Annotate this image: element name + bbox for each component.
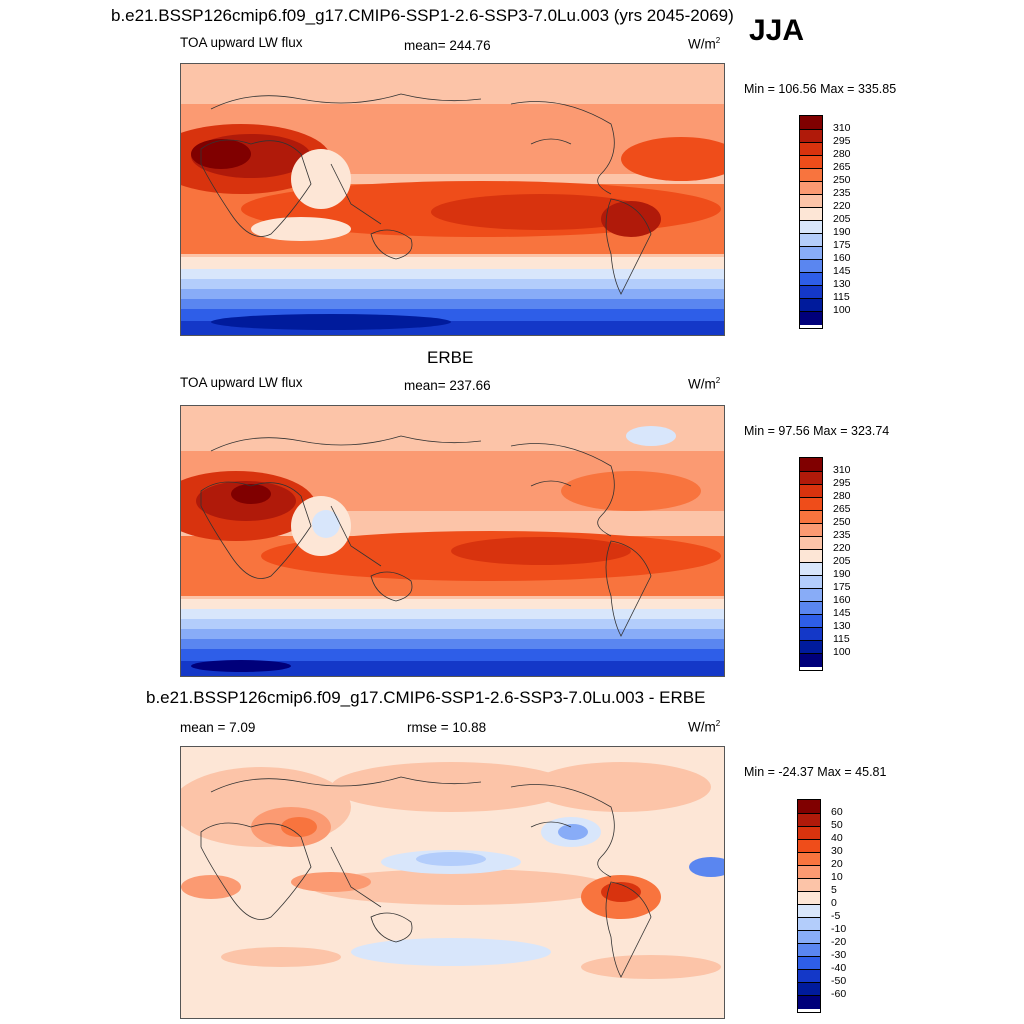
colorbar-tick: 235	[833, 187, 851, 199]
panel3-heading: b.e21.BSSP126cmip6.f09_g17.CMIP6-SSP1-2.…	[146, 688, 706, 707]
panel1-units: W/m2	[688, 36, 721, 52]
figure-title: b.e21.BSSP126cmip6.f09_g17.CMIP6-SSP1-2.…	[111, 6, 734, 25]
colorbar-tick: -50	[831, 975, 847, 987]
colorbar-tick: 295	[833, 477, 851, 489]
colorbar-tick: 115	[833, 291, 850, 303]
colorbar-tick: -60	[831, 988, 847, 1000]
colorbar-tick: 145	[833, 607, 851, 619]
panel2-map	[180, 405, 725, 677]
panel2-units: W/m2	[688, 376, 721, 392]
colorbar-tick: 145	[833, 265, 851, 277]
panel3-map-field	[181, 747, 724, 1018]
colorbar-tick: -30	[831, 949, 847, 961]
colorbar-tick: 10	[831, 871, 843, 883]
colorbar-tick: 310	[833, 464, 851, 476]
colorbar-tick: -5	[831, 910, 841, 922]
panel3-minmax: Min = -24.37 Max = 45.81	[744, 765, 887, 779]
colorbar-tick: 40	[831, 832, 843, 844]
colorbar-tick: 160	[833, 252, 851, 264]
colorbar-tick: 220	[833, 200, 851, 212]
panel3-units: W/m2	[688, 719, 721, 735]
colorbar-tick: 295	[833, 135, 851, 147]
panel2-map-field	[181, 406, 724, 676]
colorbar-tick: 115	[833, 633, 850, 645]
colorbar-tick: 205	[833, 213, 851, 225]
colorbar-tick: 130	[833, 278, 851, 290]
panel1-mean-label: mean= 244.76	[404, 38, 491, 53]
colorbar-tick: 175	[833, 239, 851, 251]
colorbar-tick: 100	[833, 304, 851, 316]
colorbar-tick: 265	[833, 161, 851, 173]
panel2-mean-label: mean= 237.66	[404, 378, 491, 393]
panel1-map-field	[181, 64, 724, 335]
colorbar-tick: 205	[833, 555, 851, 567]
colorbar-tick: 280	[833, 490, 851, 502]
colorbar-tick: 190	[833, 226, 851, 238]
panel2-variable-label: TOA upward LW flux	[180, 375, 303, 390]
colorbar-tick: 250	[833, 174, 851, 186]
panel1-map	[180, 63, 725, 336]
colorbar-tick: 160	[833, 594, 851, 606]
panel3-colorbar	[797, 799, 821, 1013]
colorbar-tick: 280	[833, 148, 851, 160]
colorbar-tick: 100	[833, 646, 851, 658]
colorbar-tick: 265	[833, 503, 851, 515]
colorbar-tick: 235	[833, 529, 851, 541]
panel2-minmax: Min = 97.56 Max = 323.74	[744, 424, 890, 438]
colorbar-tick: 0	[831, 897, 837, 909]
colorbar-tick: 250	[833, 516, 851, 528]
colorbar-tick: -20	[831, 936, 847, 948]
panel2-heading: ERBE	[427, 348, 474, 367]
colorbar-tick: 190	[833, 568, 851, 580]
colorbar-tick: 30	[831, 845, 843, 857]
colorbar-tick: 20	[831, 858, 843, 870]
colorbar-tick: 310	[833, 122, 851, 134]
panel1-variable-label: TOA upward LW flux	[180, 35, 303, 50]
panel3-rmse-label: rmse = 10.88	[407, 720, 487, 735]
colorbar-tick: 175	[833, 581, 851, 593]
panel3-map	[180, 746, 725, 1019]
colorbar-tick: -10	[831, 923, 847, 935]
panel2-colorbar	[799, 457, 823, 671]
colorbar-tick: 60	[831, 806, 843, 818]
colorbar-tick: -40	[831, 962, 847, 974]
panel1-colorbar	[799, 115, 823, 329]
colorbar-tick: 130	[833, 620, 851, 632]
season-label: JJA	[749, 14, 805, 47]
colorbar-tick: 50	[831, 819, 843, 831]
panel1-minmax: Min = 106.56 Max = 335.85	[744, 82, 897, 96]
colorbar-tick: 220	[833, 542, 851, 554]
colorbar-tick: 5	[831, 884, 837, 896]
panel3-mean-label: mean = 7.09	[180, 720, 256, 735]
